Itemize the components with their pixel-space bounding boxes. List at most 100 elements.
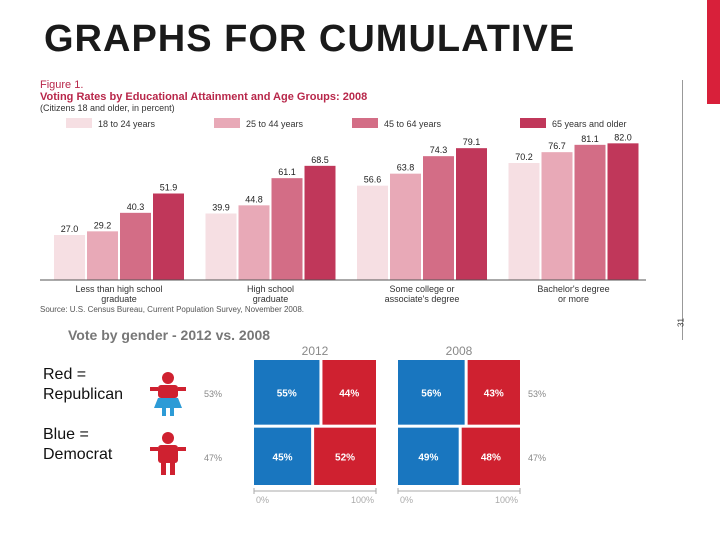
cell-label: 43% [484,388,504,399]
female-share-label: 53% [204,389,222,399]
bar [54,235,85,280]
data-label: 29.2 [94,220,112,230]
cell-label: 48% [481,452,501,463]
data-label: 27.0 [61,224,79,234]
data-label: 76.7 [548,141,566,151]
bar [541,152,573,280]
male-share-label: 47% [204,453,222,463]
female-icon-torso [158,385,178,398]
data-label: 63.8 [397,163,415,173]
category-label: Less than high school [75,284,162,294]
category-label: High school [247,284,294,294]
democrat-cell [398,427,459,485]
republican-cell [461,427,520,485]
category-label: or more [558,294,589,304]
male-icon-leg-left [161,463,166,475]
bar [607,143,639,280]
data-label: 61.1 [278,167,296,177]
male-icon-head [162,432,174,444]
bar [304,165,336,280]
figure-1-title: Voting Rates by Educational Attainment a… [40,91,367,103]
data-label: 56.6 [364,175,382,185]
cell-label: 55% [277,388,297,399]
cell-label: 56% [421,388,441,399]
female-icon-leg-right [170,408,174,416]
axis-tick-label: 0% [400,495,413,505]
slide-number: 31 [676,318,686,327]
legend-blue-line2: Democrat [43,446,113,463]
data-label: 81.1 [581,134,599,144]
bar [87,231,118,280]
male-icon-torso [158,445,178,463]
legend-swatch [214,118,240,128]
legend-label: 18 to 24 years [98,119,156,129]
cell-label: 52% [335,452,355,463]
category-label: associate's degree [385,294,460,304]
category-label: Some college or [389,284,454,294]
bar [205,213,237,280]
legend-red-line1: Red = [43,366,87,383]
panel-year-label: 2012 [302,344,329,358]
bar [390,173,421,280]
data-label: 44.8 [245,194,263,204]
legend-swatch [352,118,378,128]
figure-1-subtitle: (Citizens 18 and older, in percent) [40,103,175,113]
data-label: 70.2 [515,152,533,162]
bar [153,193,184,280]
figure-2-chart: Vote by gender - 2012 vs. 2008 53% 47% 2012… [68,327,546,505]
female-icon-leg-left [162,408,166,416]
female-icon [150,372,186,416]
axis-tick-label: 100% [495,495,518,505]
bar [423,156,454,280]
axis-tick-label: 100% [351,495,374,505]
panel-female-share: 53% [528,389,546,399]
data-label: 82.0 [614,132,632,142]
legend-red-line2: Republican [43,386,124,403]
category-label: graduate [101,294,137,304]
legend-blue-line1: Blue = [43,426,89,443]
panel-year-label: 2008 [446,344,473,358]
female-icon-arm-right [178,387,186,391]
female-icon-head [162,372,174,384]
legend-swatch [520,118,546,128]
figure-1-chart: Figure 1.Voting Rates by Educational Att… [36,76,656,316]
female-icon-arm-left [150,387,158,391]
legend-label: 65 years and older [552,119,627,129]
figure-1-label: Figure 1. [40,79,83,91]
data-label: 40.3 [127,202,145,212]
axis-tick-label: 0% [256,495,269,505]
bar [357,185,388,280]
bar [574,144,606,280]
legend-swatch [66,118,92,128]
cell-label: 44% [339,388,359,399]
data-label: 51.9 [160,183,178,193]
category-label: graduate [253,294,289,304]
panel-male-share: 47% [528,453,546,463]
bar [271,178,303,280]
accent-bar [707,0,720,104]
male-icon-arm-right [178,447,186,451]
male-icon-arm-left [150,447,158,451]
legend-red: Red = Republican [43,365,123,405]
figure-1-source: Source: U.S. Census Bureau, Current Popu… [40,305,304,314]
data-label: 39.9 [212,203,230,213]
divider-line [682,80,683,340]
legend-label: 45 to 64 years [384,119,442,129]
republican-cell [467,360,520,425]
data-label: 79.1 [463,137,481,147]
data-label: 68.5 [311,155,329,165]
cell-label: 45% [273,452,293,463]
democrat-cell [254,360,320,425]
republican-cell [314,427,376,485]
cell-label: 49% [418,452,438,463]
democrat-cell [254,427,312,485]
figure-2-title: Vote by gender - 2012 vs. 2008 [68,327,270,343]
page-title: GRAPHS FOR CUMULATIVE [44,18,576,60]
bar [456,148,487,280]
legend-label: 25 to 44 years [246,119,304,129]
bar [120,212,151,280]
republican-cell [322,360,376,425]
bar [508,163,540,280]
category-label: Bachelor's degree [537,284,609,294]
bar [238,205,270,280]
